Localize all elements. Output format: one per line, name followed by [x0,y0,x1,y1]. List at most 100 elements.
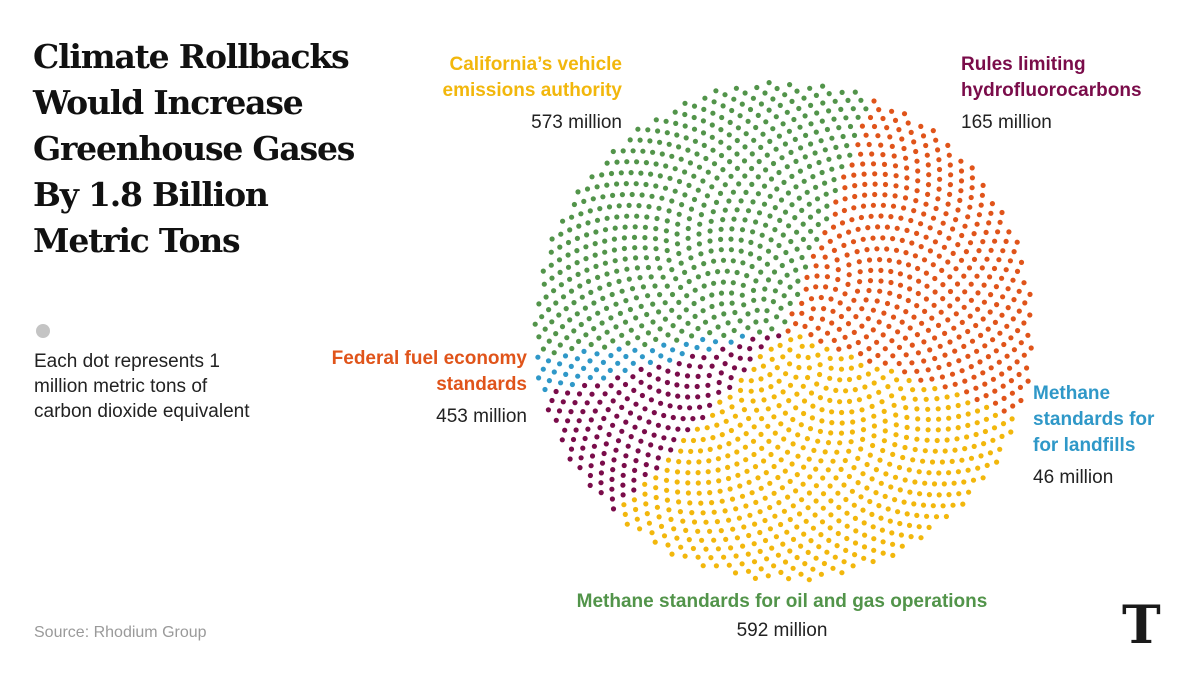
dot-4 [729,226,735,232]
dot-4 [784,109,790,115]
dot-4 [627,306,634,313]
dot-5 [958,158,964,164]
dot-1 [901,499,907,505]
dot-4 [549,236,555,242]
dot-2 [562,427,568,433]
dot-5 [974,273,980,279]
dot-2 [695,373,701,379]
dot-5 [903,155,909,161]
dot-5 [981,282,987,288]
dot-1 [773,534,780,540]
dot-4 [606,281,612,287]
dot-4 [772,227,778,233]
dot-1 [960,501,966,507]
dot-4 [782,209,789,215]
dot-4 [532,321,538,327]
dot-1 [753,499,759,505]
dot-4 [749,151,755,157]
dot-1 [873,490,879,496]
dot-5 [849,217,855,223]
dot-5 [1011,249,1017,255]
dot-4 [549,275,555,281]
dot-4 [619,332,625,338]
dot-4 [797,124,803,130]
dot-5 [869,151,875,157]
dot-1 [936,492,942,498]
dot-5 [955,296,961,302]
dot-2 [661,435,667,441]
dot-4 [679,328,685,334]
dot-3 [632,347,638,353]
dot-4 [778,305,784,311]
dot-1 [637,526,643,532]
dot-5 [932,239,939,245]
dot-1 [945,404,951,411]
dot-4 [642,224,649,230]
dot-1 [818,532,824,538]
dot-5 [964,389,970,395]
dot-5 [952,348,958,354]
dot-5 [875,224,881,230]
dot-4 [847,152,853,158]
dot-4 [686,278,692,285]
chart-title: Climate Rollbacks Would Increase Greenho… [33,37,355,260]
dot-4 [731,216,737,222]
dot-5 [822,254,828,260]
dot-5 [868,267,874,273]
dot-1 [911,501,917,507]
dot-4 [729,107,735,114]
dot-5 [950,226,956,232]
dot-4 [536,301,542,307]
dot-1 [695,480,701,486]
dot-5 [858,214,865,221]
dot-1 [782,559,789,565]
dot-5 [887,290,893,296]
dot-5 [936,253,942,259]
dot-4 [836,125,842,131]
dot-4 [689,333,695,339]
dot-5 [926,172,932,178]
dot-4 [702,95,708,101]
dot-2 [622,381,629,388]
dot-5 [993,348,999,354]
dot-4 [707,228,713,234]
dot-4 [720,167,726,173]
dot-1 [743,457,749,463]
dot-4 [715,269,721,275]
dot-5 [842,185,848,191]
dot-2 [747,356,753,362]
dot-5 [836,326,842,332]
dot-2 [658,400,664,406]
dot-1 [777,342,783,348]
dot-1 [678,544,684,550]
dot-4 [773,255,779,261]
dot-5 [895,329,901,335]
dot-5 [890,203,897,209]
dot-4 [753,278,759,284]
dot-3 [683,341,689,347]
dot-4 [653,117,659,123]
dot-5 [963,249,970,255]
dot-4 [645,330,652,336]
dot-3 [647,359,654,365]
dot-5 [870,327,876,333]
dot-4 [691,264,697,270]
dot-4 [619,192,626,198]
dot-5 [880,202,887,208]
dot-1 [748,388,754,394]
dot-5 [872,191,878,198]
dot-5 [947,303,953,309]
dot-2 [764,335,770,341]
dot-5 [858,351,864,357]
label-federal-name: Federal fuel economy standards [331,348,527,395]
dot-1 [992,412,999,418]
dot-5 [958,178,965,184]
dot-4 [700,308,706,314]
dot-2 [700,414,706,421]
dot-5 [1000,248,1006,254]
dot-1 [846,473,853,480]
dot-4 [657,173,663,179]
dot-4 [694,151,700,157]
dot-2 [545,407,552,413]
dot-5 [904,175,910,181]
